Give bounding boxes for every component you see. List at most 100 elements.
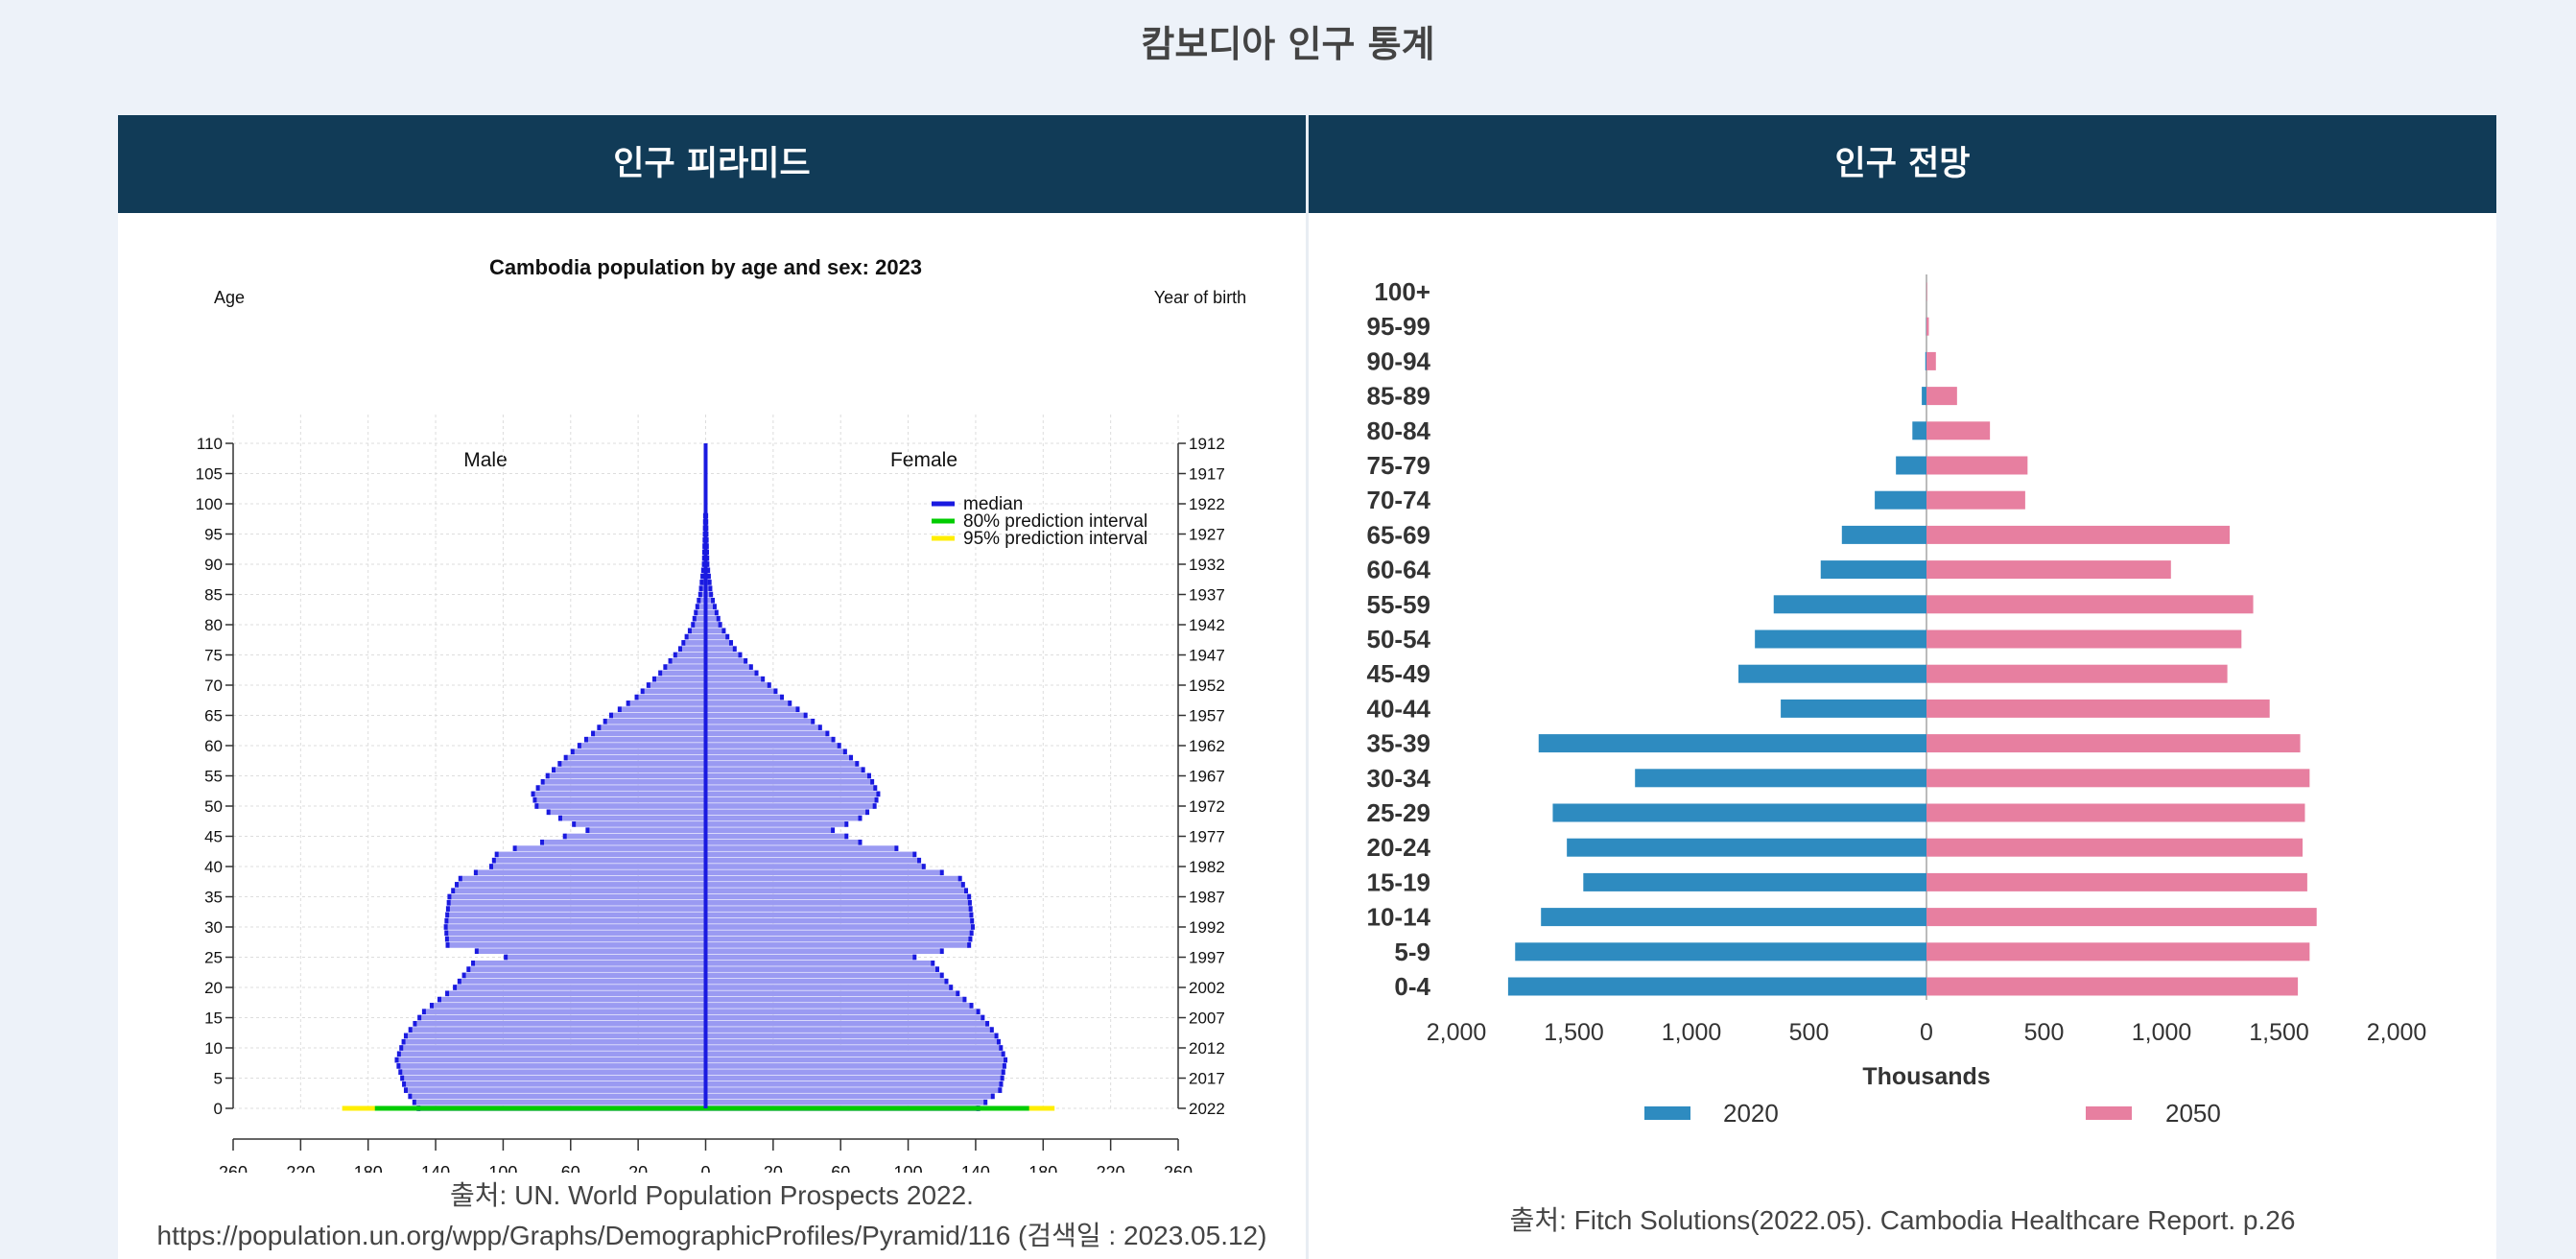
birth-year-tick-label: 1937 [1189,586,1225,605]
female-age-bar [705,882,963,888]
male-median-marker [535,785,540,791]
female-median-marker [795,706,800,713]
bar-2020 [1773,595,1926,614]
population-pyramid-header: 인구 피라미드 [118,115,1306,213]
bar-2020 [1635,769,1926,788]
male-median-marker [626,701,630,706]
bar-2050 [1926,421,1991,440]
female-median-marker [721,628,726,634]
male-age-bar [456,882,706,888]
male-median-marker [402,1081,407,1087]
male-age-bar [419,1014,706,1021]
age-group-label: 65-69 [1367,520,1431,549]
female-age-bar [705,954,915,961]
male-median-marker [417,1014,422,1021]
female-median-marker [1002,1063,1006,1069]
male-median-marker [552,767,556,773]
male-median-marker [471,960,476,966]
female-median-marker [969,930,974,937]
female-age-bar [705,917,973,924]
male-median-marker [443,924,448,930]
female-age-bar [705,1003,972,1009]
population-tick-label: 260 [219,1163,248,1173]
female-age-bar [705,1081,1002,1087]
male-median-marker [444,936,449,942]
bar-2050 [1926,456,2028,475]
female-age-bar [705,864,924,869]
female-age-bar [705,1027,992,1033]
male-median-marker [673,652,677,658]
projection-tick-label: 500 [1789,1019,1830,1046]
female-age-bar [705,1033,997,1039]
age-tick-label: 75 [204,647,223,665]
male-age-bar [401,1045,706,1051]
female-median-marker [842,748,847,755]
bar-2020 [1552,803,1926,822]
female-median-marker [912,851,917,858]
male-median-marker [609,712,613,719]
female-age-bar [705,1045,1002,1051]
age-group-label: 0-4 [1394,972,1430,1001]
male-median-marker [583,736,588,743]
male-age-bar [404,1081,706,1087]
female-age-bar [705,664,751,670]
male-median-marker [700,573,705,580]
female-median-marker [931,960,935,966]
male-age-bar [648,682,706,688]
male-age-bar [455,985,706,990]
female-median-marker [1000,1075,1004,1081]
male-age-bar [447,906,706,912]
female-median-marker [970,917,975,924]
female-age-bar [705,580,710,585]
female-median-marker [870,778,875,785]
female-median-marker [964,888,969,894]
female-median-marker [803,712,808,719]
male-median-marker [398,1069,403,1076]
female-median-marker [729,640,734,646]
female-median-marker [714,609,719,616]
male-age-bar [453,888,706,894]
female-age-bar [705,772,869,779]
female-age-bar [705,778,873,785]
age-group-label: 10-14 [1367,903,1431,932]
female-median-marker [956,990,960,997]
age-tick-label: 100 [196,495,223,513]
male-median-marker [458,875,462,882]
female-median-marker [998,1087,1003,1093]
population-tick-label: 180 [354,1163,383,1173]
female-age-bar [705,930,972,937]
male-median-marker [570,748,575,755]
male-median-marker [572,821,577,827]
female-age-bar [705,730,828,737]
female-median-marker [738,652,743,658]
female-age-bar [705,996,965,1003]
female-median-marker [748,664,753,670]
female-age-bar [705,948,942,955]
female-median-marker [917,857,922,864]
population-tick-label: 60 [561,1163,580,1173]
female-median-marker [949,985,954,990]
male-median-marker [444,930,449,937]
birth-year-tick-label: 1927 [1189,526,1225,544]
projection-source-caption: 출처: Fitch Solutions(2022.05). Cambodia H… [1509,1205,2296,1235]
female-age-bar [705,966,938,972]
male-median-marker [577,743,581,748]
male-age-bar [611,712,706,719]
projection-tick-label: 1,500 [1544,1019,1604,1046]
female-median-marker [861,767,865,773]
male-age-bar [405,1033,706,1039]
male-median-marker [412,1099,416,1105]
male-age-bar [689,628,706,634]
female-age-bar [705,815,861,821]
male-median-marker [640,688,645,695]
birth-year-tick-label: 1982 [1189,858,1225,876]
projection-tick-label: 0 [1920,1019,1933,1046]
male-median-marker [400,1075,405,1081]
female-median-marker [706,573,711,580]
female-median-marker [999,1081,1004,1087]
pyramid-legend-label: 95% prediction interval [963,529,1147,549]
female-median-marker [960,882,965,888]
female-median-marker [981,1014,985,1021]
female-age-bar [705,657,746,664]
age-group-label: 70-74 [1367,486,1431,514]
